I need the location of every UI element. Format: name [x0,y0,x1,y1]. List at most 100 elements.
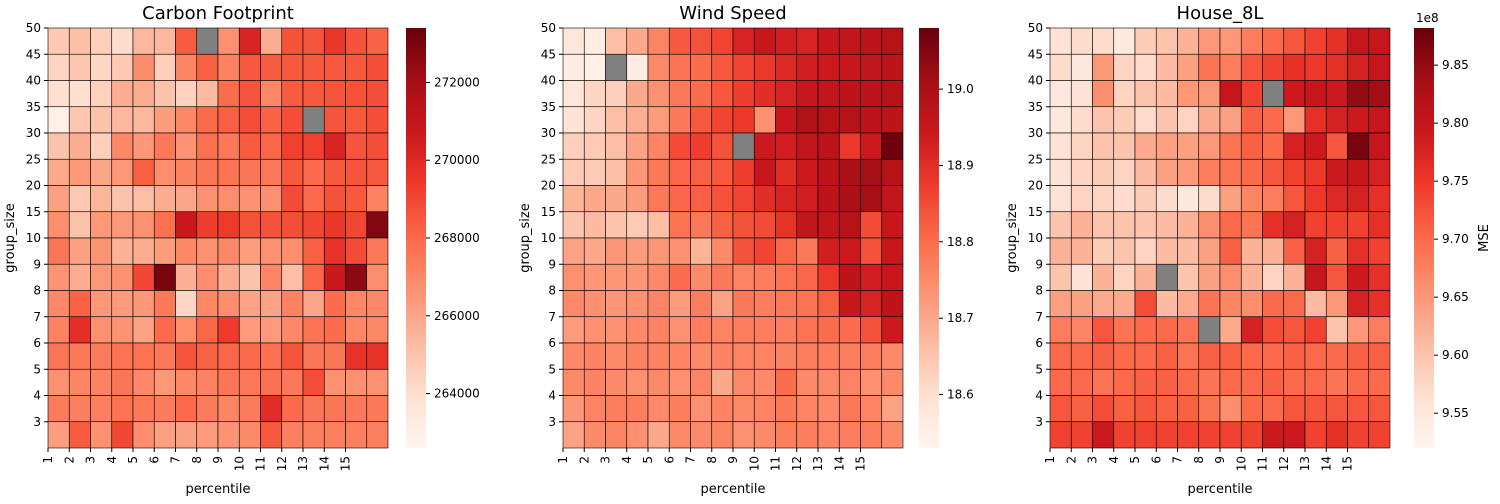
heatmap-cell [583,106,606,134]
heatmap-cell [323,263,346,291]
heatmap-cell [90,395,113,423]
heatmap-cell [796,27,819,55]
heatmap-cell [881,395,904,423]
y-tick-label: 10 [541,231,556,245]
x-tick-label: 6 [1149,456,1163,464]
heatmap-cell [838,368,861,396]
heatmap-cell [217,27,240,55]
heatmap-cell [302,211,325,239]
heatmap-cell [1134,158,1157,186]
heatmap-cell [647,421,670,449]
y-tick-label: 20 [1028,179,1043,193]
heatmap-cell [238,53,261,81]
heatmap-cell [1198,342,1221,370]
heatmap-cell [1262,53,1285,81]
heatmap-cell [775,237,798,265]
colorbar-tick-label: 272000 [434,75,480,89]
heatmap-cell [260,342,283,370]
heatmap-cell [860,27,883,55]
heatmap-cell [1198,316,1221,344]
heatmap-cell [881,211,904,239]
heatmap-cell [90,80,113,108]
heatmap-cell [132,27,155,55]
heatmap-cell [1325,211,1348,239]
heatmap-cell [775,290,798,318]
heatmap-cell [1113,395,1136,423]
heatmap-cell [605,290,628,318]
y-tick-label: 40 [1028,74,1043,88]
heatmap-cell [668,342,691,370]
heatmap-cell [1070,421,1093,449]
heatmap-cell [68,158,91,186]
heatmap-cell [1113,211,1136,239]
heatmap-cell [668,158,691,186]
heatmap-cell [90,185,113,213]
x-tick-label: 14 [317,456,331,471]
y-tick-label: 6 [548,336,556,350]
heatmap-cell [583,395,606,423]
heatmap-cell [238,80,261,108]
heatmap-cell [281,211,304,239]
heatmap-cell [47,106,70,134]
heatmap-cell [796,53,819,81]
y-tick-label: 3 [33,415,41,429]
heatmap-cell [238,395,261,423]
colorbar-tick-label: 18.7 [947,311,974,325]
y-tick-label: 7 [33,310,41,324]
heatmap-cell [690,290,713,318]
heatmap-cell [1283,263,1306,291]
heatmap-cell [68,185,91,213]
heatmap-cell [605,211,628,239]
heatmap-cell [1283,368,1306,396]
heatmap-cell [626,211,649,239]
heatmap-cell [1368,185,1391,213]
heatmap-cell [302,368,325,396]
heatmap-cell [345,27,368,55]
heatmap-cell [732,106,755,134]
heatmap-cell [345,421,368,449]
heatmap-cell [1198,80,1221,108]
heatmap-cell [1113,158,1136,186]
heatmap-cell [626,263,649,291]
heatmap-cell [132,290,155,318]
heatmap-cell [1347,211,1370,239]
heatmap-cell [732,53,755,81]
heatmap-cell [196,263,219,291]
heatmap-cell [817,158,840,186]
heatmap-cell [1113,316,1136,344]
x-tick-label: 11 [254,456,268,471]
heatmap-cell [583,290,606,318]
heatmap-cell [302,132,325,160]
heatmap-cell [345,106,368,134]
x-tick-label: 14 [832,456,846,471]
heatmap-cell [817,53,840,81]
heatmap-cell [732,158,755,186]
heatmap-cell [1070,395,1093,423]
heatmap-cell [217,368,240,396]
heatmap-cell [796,316,819,344]
x-tick-label: 4 [620,456,634,464]
heatmap-cell [1240,342,1263,370]
heatmap-cell [1262,158,1285,186]
heatmap-cell [175,53,198,81]
heatmap-cell [111,342,134,370]
heatmap-cell [68,132,91,160]
heatmap-cell [605,237,628,265]
heatmap-cell [838,211,861,239]
heatmap-cell [1347,53,1370,81]
heatmap-cell [732,211,755,239]
heatmap-cell [1070,211,1093,239]
heatmap-cell [690,368,713,396]
heatmap-cell [817,132,840,160]
heatmap-cell [1049,290,1072,318]
heatmap-cell [1113,342,1136,370]
heatmap-cell [281,316,304,344]
heatmap-cell [838,342,861,370]
heatmap-cell [345,158,368,186]
heatmap-cell [562,80,585,108]
heatmap-cell [753,211,776,239]
heatmap-cell [583,342,606,370]
x-tick-label: 7 [169,456,183,464]
heatmap-cell [1304,80,1327,108]
heatmap-cell [1219,80,1242,108]
